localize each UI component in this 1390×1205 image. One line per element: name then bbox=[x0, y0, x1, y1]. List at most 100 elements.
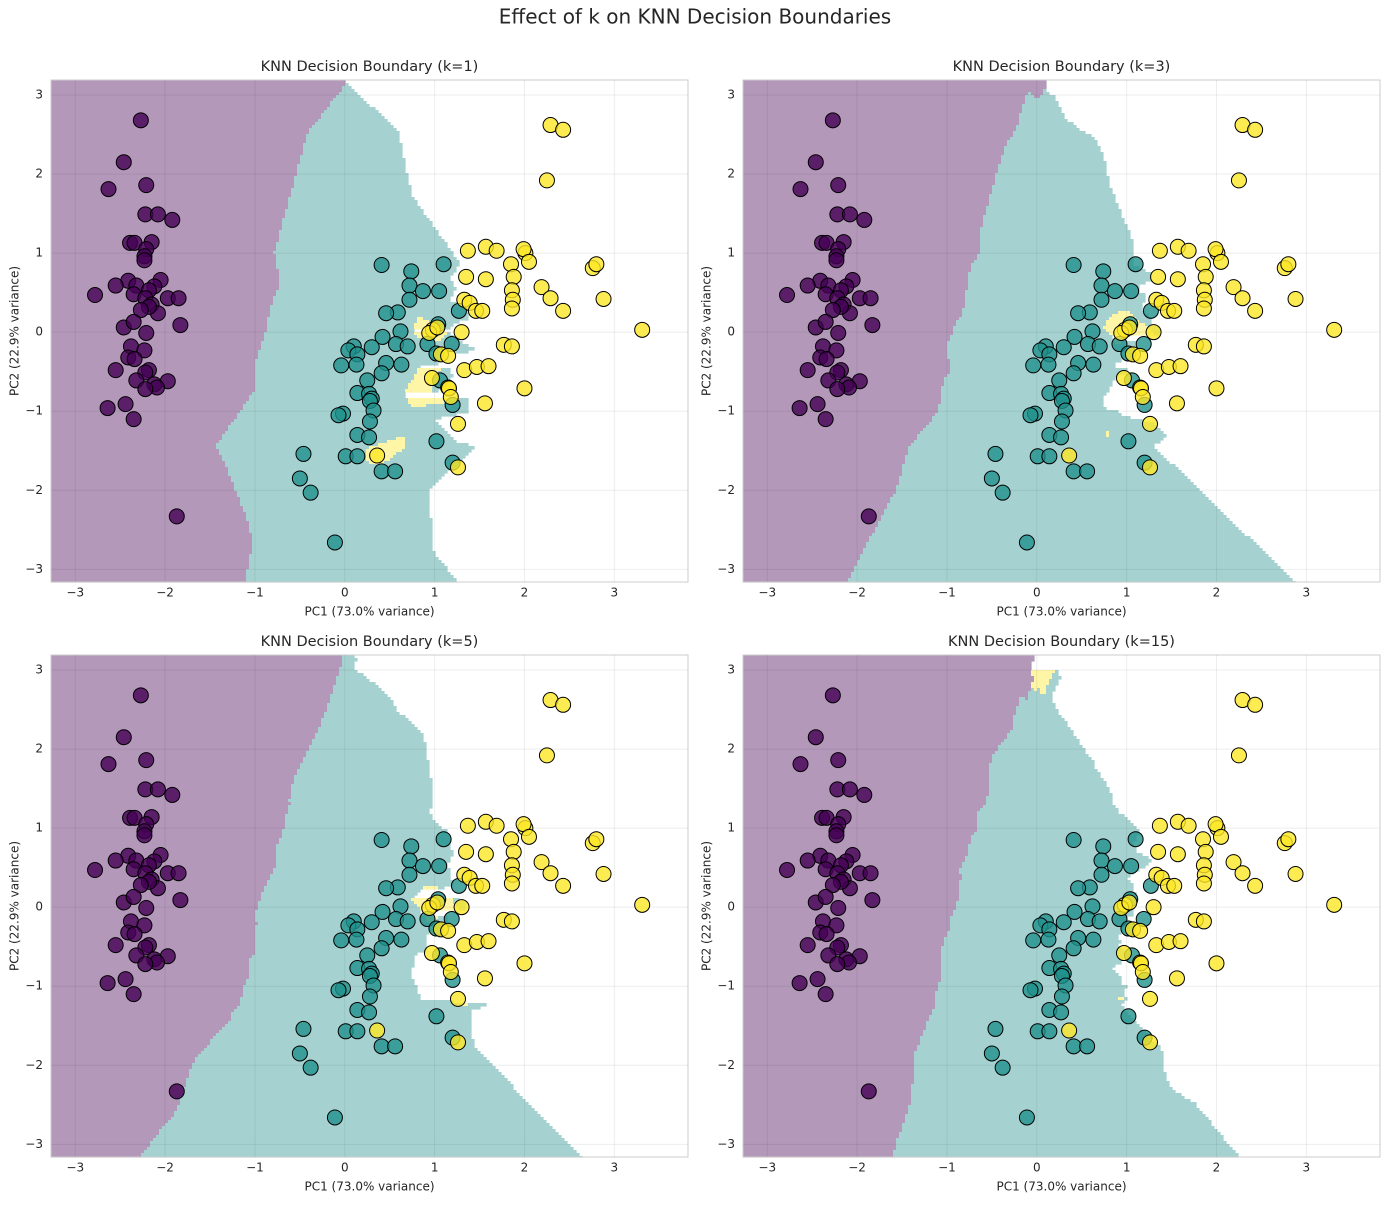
decision-region bbox=[51, 808, 289, 812]
data-point bbox=[1151, 817, 1168, 834]
decision-region bbox=[51, 569, 247, 573]
decision-region bbox=[51, 401, 247, 405]
decision-region bbox=[1052, 676, 1062, 680]
decision-region bbox=[51, 95, 337, 99]
decision-region bbox=[743, 694, 1029, 698]
data-point bbox=[1326, 321, 1343, 338]
decision-region bbox=[177, 1105, 532, 1109]
decision-region bbox=[980, 248, 1134, 252]
decision-region bbox=[267, 323, 415, 327]
data-point bbox=[520, 253, 537, 270]
decision-region bbox=[863, 548, 1263, 552]
data-point bbox=[440, 347, 457, 364]
data-point bbox=[302, 484, 319, 501]
decision-region bbox=[743, 545, 867, 549]
data-point bbox=[1051, 947, 1068, 964]
decision-region bbox=[743, 329, 954, 333]
decision-region bbox=[231, 1015, 472, 1019]
x-tick-label: −3 bbox=[66, 586, 84, 600]
decision-region bbox=[276, 850, 454, 854]
decision-region bbox=[743, 1078, 915, 1082]
decision-region bbox=[743, 248, 981, 252]
decision-region bbox=[956, 904, 1131, 908]
y-tick-label: −3 bbox=[25, 1137, 43, 1151]
data-point bbox=[125, 986, 142, 1003]
decision-region bbox=[51, 688, 334, 692]
decision-region bbox=[51, 691, 334, 695]
decision-region bbox=[51, 895, 262, 899]
data-point bbox=[1150, 268, 1167, 285]
decision-region bbox=[51, 335, 265, 339]
decision-region bbox=[743, 745, 999, 749]
decision-region bbox=[51, 904, 259, 908]
data-point bbox=[132, 877, 149, 894]
decision-region bbox=[249, 566, 448, 570]
decision-region bbox=[743, 110, 1023, 114]
data-point bbox=[369, 1022, 386, 1039]
data-point bbox=[1197, 268, 1214, 285]
decision-region bbox=[743, 167, 999, 171]
decision-region bbox=[195, 1060, 490, 1064]
decision-region bbox=[228, 1021, 472, 1025]
decision-region bbox=[51, 811, 289, 815]
x-tick-label: 2 bbox=[521, 1161, 529, 1175]
decision-region bbox=[1022, 104, 1059, 108]
decision-region bbox=[914, 440, 1161, 444]
data-point bbox=[830, 324, 847, 341]
decision-region bbox=[977, 826, 1137, 830]
decision-region bbox=[51, 928, 256, 932]
data-point bbox=[107, 277, 124, 294]
decision-region bbox=[51, 353, 259, 357]
decision-region bbox=[243, 509, 430, 513]
decision-region bbox=[1031, 685, 1047, 689]
data-point bbox=[809, 971, 826, 988]
decision-region bbox=[417, 317, 424, 321]
decision-region bbox=[51, 140, 307, 144]
decision-region bbox=[743, 982, 939, 986]
decision-region bbox=[342, 86, 352, 90]
axes-frame bbox=[742, 654, 1381, 1158]
decision-region bbox=[333, 688, 382, 692]
data-point bbox=[1053, 413, 1070, 430]
data-point bbox=[542, 865, 559, 882]
decision-region bbox=[222, 434, 451, 438]
decision-region bbox=[743, 440, 915, 444]
decision-region bbox=[743, 206, 987, 210]
data-point bbox=[1208, 955, 1225, 972]
decision-region bbox=[249, 398, 409, 402]
decision-region bbox=[968, 847, 1137, 851]
decision-region bbox=[330, 697, 391, 701]
data-point bbox=[1166, 877, 1183, 894]
data-point bbox=[1247, 877, 1264, 894]
decision-region bbox=[941, 976, 1122, 980]
x-tick-label: −3 bbox=[758, 586, 776, 600]
decision-region bbox=[968, 281, 1146, 285]
data-point bbox=[476, 395, 493, 412]
decision-region bbox=[306, 134, 400, 138]
decision-region bbox=[273, 251, 454, 255]
decision-region bbox=[51, 775, 295, 779]
x-tick-label: −2 bbox=[848, 586, 866, 600]
y-tick-label: −2 bbox=[717, 1058, 735, 1072]
decision-region bbox=[276, 862, 448, 866]
y-tick-label: 1 bbox=[35, 821, 43, 835]
decision-region bbox=[743, 1087, 912, 1091]
decision-region bbox=[743, 128, 1017, 132]
decision-region bbox=[243, 988, 418, 992]
decision-region bbox=[51, 500, 241, 504]
data-point bbox=[363, 914, 380, 931]
decision-region bbox=[240, 503, 430, 507]
data-point bbox=[295, 1020, 312, 1037]
decision-region bbox=[953, 326, 1104, 330]
decision-region bbox=[309, 131, 400, 135]
decision-region bbox=[743, 739, 1005, 743]
data-point bbox=[634, 896, 651, 913]
y-tick-label: 3 bbox=[727, 663, 735, 677]
decision-region bbox=[743, 1003, 936, 1007]
decision-region bbox=[423, 317, 469, 321]
decision-region bbox=[974, 260, 1134, 264]
decision-region bbox=[51, 287, 280, 291]
decision-region bbox=[1046, 685, 1056, 689]
data-point bbox=[1018, 1109, 1035, 1126]
